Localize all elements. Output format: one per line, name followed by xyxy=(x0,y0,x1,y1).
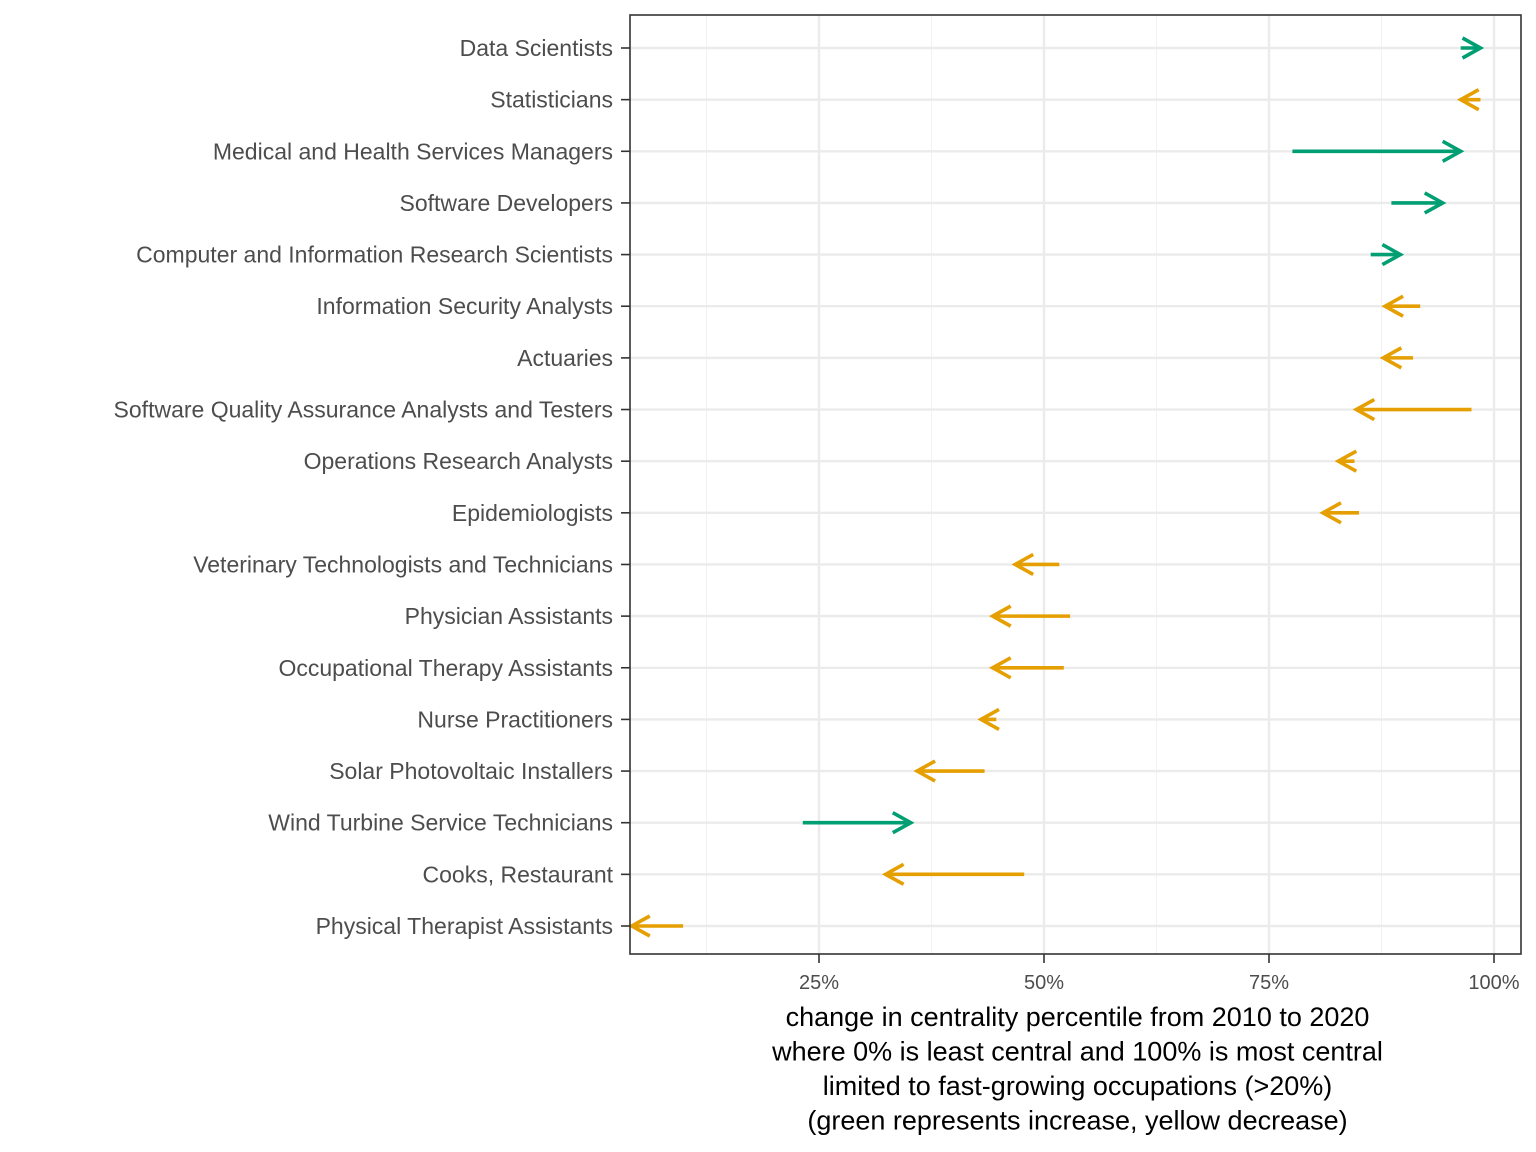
minor-gridlines xyxy=(706,15,1382,954)
x-tick-label: 50% xyxy=(1024,972,1064,994)
arrow-head xyxy=(977,707,1000,731)
x-tick-label: 100% xyxy=(1468,972,1519,994)
arrow-decrease xyxy=(1381,294,1421,318)
arrow-decrease xyxy=(1456,88,1481,112)
arrow-decrease xyxy=(628,914,684,938)
arrow-head xyxy=(628,914,651,938)
arrow-head xyxy=(1456,88,1480,112)
y-tick-label: Medical and Health Services Managers xyxy=(213,138,613,164)
x-tick-label: 75% xyxy=(1249,972,1289,994)
arrow-head xyxy=(891,811,915,835)
y-tick-label: Data Scientists xyxy=(460,35,613,61)
arrow-head xyxy=(1334,449,1358,473)
x-axis-title-line: change in centrality percentile from 201… xyxy=(786,1002,1370,1032)
y-tick-label: Wind Turbine Service Technicians xyxy=(268,810,613,836)
arrow-head xyxy=(1423,191,1447,215)
panel-border xyxy=(629,14,1522,955)
arrow-decrease xyxy=(1379,346,1413,370)
arrow-head xyxy=(988,656,1012,680)
x-axis-title: change in centrality percentile from 201… xyxy=(771,1002,1383,1136)
arrow-decrease xyxy=(1319,501,1359,525)
y-tick-label: Cooks, Restaurant xyxy=(423,861,614,887)
arrow-head xyxy=(1319,501,1342,525)
y-tick-label: Solar Photovoltaic Installers xyxy=(329,758,613,784)
y-tick-label: Statisticians xyxy=(490,87,613,113)
y-tick-label: Physician Assistants xyxy=(405,603,613,629)
arrow-increase xyxy=(1391,191,1447,215)
x-axis-title-line: limited to fast-growing occupations (>20… xyxy=(823,1071,1333,1101)
arrow-head xyxy=(988,604,1012,628)
x-axis-title-line: where 0% is least central and 100% is mo… xyxy=(771,1037,1383,1067)
y-tick-label: Software Developers xyxy=(400,190,614,216)
arrow-head xyxy=(1352,397,1376,422)
y-tick-label: Physical Therapist Assistants xyxy=(316,913,613,939)
y-axis: Data Scientists Statisticians Medical and … xyxy=(114,35,630,939)
x-tick-label: 25% xyxy=(799,972,839,994)
arrow-head xyxy=(1011,552,1035,577)
arrow-head xyxy=(1379,346,1403,370)
arrow-decrease xyxy=(977,707,1000,731)
arrow-decrease xyxy=(1011,552,1060,577)
arrow-head xyxy=(1461,36,1485,60)
arrow-increase xyxy=(1370,243,1405,267)
arrow-head xyxy=(1381,243,1405,267)
arrow-decrease xyxy=(1352,397,1472,422)
arrow-head xyxy=(1441,139,1465,163)
x-axis: 25% 50% 75% 100% xyxy=(799,954,1520,994)
y-tick-label: Epidemiologists xyxy=(452,500,613,526)
arrow-increase xyxy=(1460,36,1485,60)
y-tick-label: Operations Research Analysts xyxy=(304,448,613,474)
y-tick-label: Software Quality Assurance Analysts and … xyxy=(114,397,613,423)
arrow-increase xyxy=(802,811,915,835)
arrow-head xyxy=(881,862,905,886)
y-tick-label: Nurse Practitioners xyxy=(417,706,613,732)
arrow-decrease xyxy=(1334,449,1358,473)
arrow-head xyxy=(1381,294,1404,318)
arrow-head xyxy=(913,759,936,783)
arrow-decrease xyxy=(913,759,985,783)
arrow-decrease xyxy=(988,604,1071,628)
y-tick-label: Computer and Information Research Scient… xyxy=(136,242,613,268)
arrow-decrease xyxy=(988,656,1064,680)
arrow-increase xyxy=(1292,139,1465,163)
y-tick-label: Veterinary Technologists and Technicians xyxy=(193,551,613,577)
y-tick-label: Occupational Therapy Assistants xyxy=(278,655,613,681)
y-tick-label: Information Security Analysts xyxy=(316,293,613,319)
arrow-decrease xyxy=(881,862,1025,886)
arrow-marks xyxy=(628,36,1485,938)
y-tick-label: Actuaries xyxy=(517,345,613,371)
x-axis-title-line: (green represents increase, yellow decre… xyxy=(807,1106,1347,1136)
